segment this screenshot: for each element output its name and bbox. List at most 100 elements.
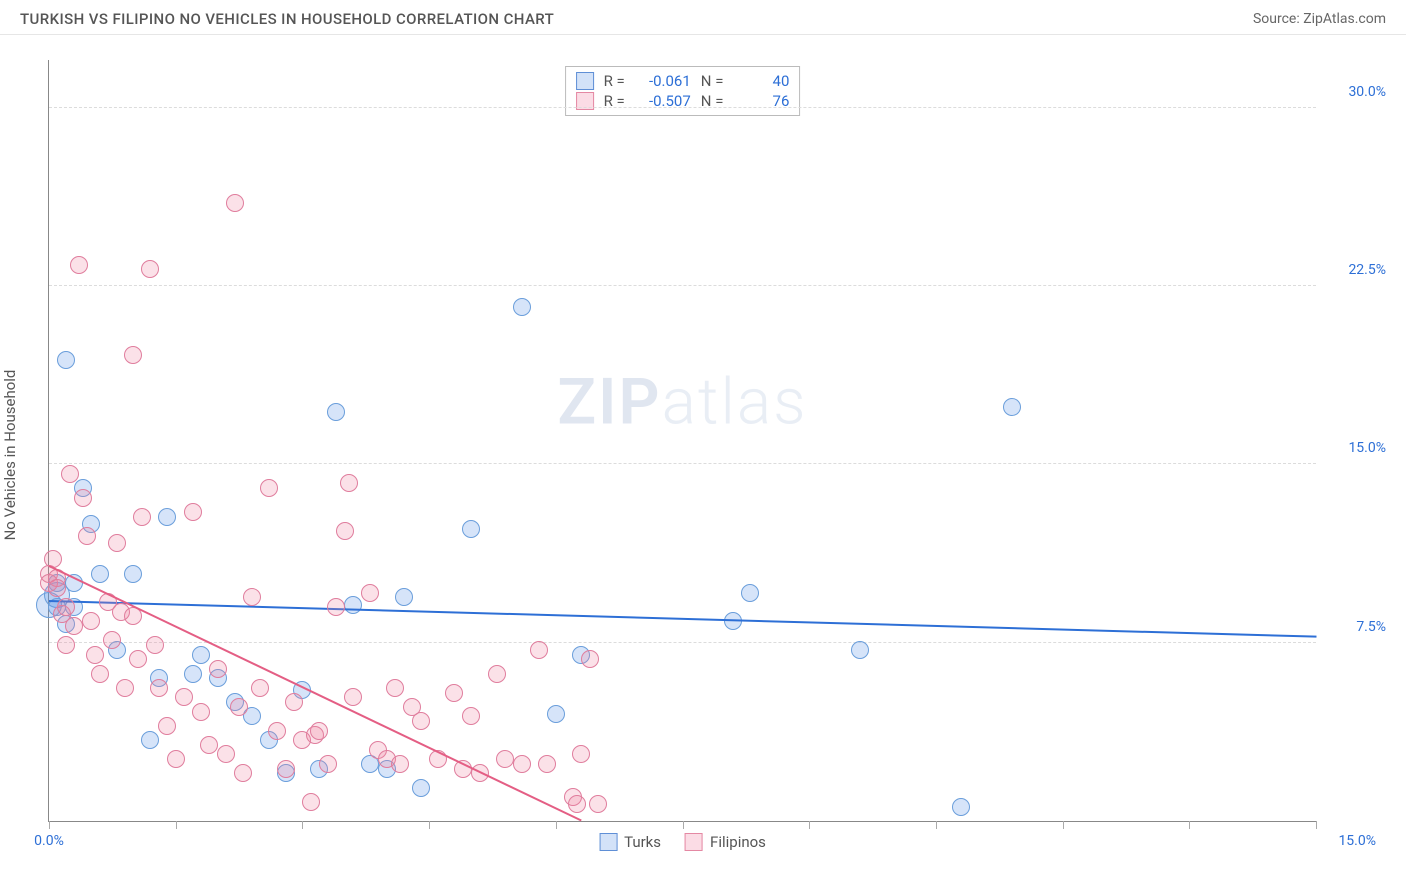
scatter-point	[462, 707, 480, 725]
scatter-point	[243, 588, 261, 606]
x-tick-label: 0.0%	[34, 833, 64, 849]
scatter-point	[116, 679, 134, 697]
scatter-point	[200, 736, 218, 754]
x-tick	[556, 821, 557, 829]
scatter-point	[547, 705, 565, 723]
y-axis-label: No Vehicles in Household	[1, 370, 19, 541]
scatter-point	[1003, 398, 1021, 416]
scatter-point	[952, 798, 970, 816]
x-tick	[809, 821, 810, 829]
x-tick	[936, 821, 937, 829]
scatter-point	[319, 755, 337, 773]
scatter-point	[86, 646, 104, 664]
chart-title: TURKISH VS FILIPINO NO VEHICLES IN HOUSE…	[20, 10, 554, 28]
plot-area: ZIPatlas R = -0.061 N = 40 R = -0.507 N …	[48, 60, 1316, 822]
swatch-turks	[599, 833, 617, 851]
x-tick-label-right: 15.0%	[1338, 833, 1376, 849]
gridline	[49, 285, 1316, 286]
scatter-point	[445, 684, 463, 702]
n-label: N =	[701, 72, 724, 90]
regression-line	[49, 600, 1316, 638]
scatter-point	[391, 755, 409, 773]
scatter-point	[530, 641, 548, 659]
scatter-point	[538, 755, 556, 773]
scatter-point	[513, 298, 531, 316]
scatter-point	[124, 346, 142, 364]
scatter-point	[581, 650, 599, 668]
scatter-point	[277, 760, 295, 778]
scatter-point	[336, 522, 354, 540]
scatter-point	[158, 717, 176, 735]
scatter-point	[226, 194, 244, 212]
scatter-point	[108, 534, 126, 552]
scatter-point	[285, 693, 303, 711]
scatter-point	[158, 508, 176, 526]
x-tick	[1063, 821, 1064, 829]
legend-item-turks: Turks	[599, 833, 661, 851]
scatter-point	[302, 793, 320, 811]
r-label: R =	[604, 72, 625, 90]
chart-container: TURKISH VS FILIPINO NO VEHICLES IN HOUSE…	[0, 0, 1406, 892]
scatter-point	[741, 584, 759, 602]
gridline	[49, 642, 1316, 643]
scatter-point	[48, 579, 66, 597]
legend-label-turks: Turks	[624, 833, 661, 851]
scatter-point	[192, 703, 210, 721]
scatter-point	[78, 527, 96, 545]
scatter-point	[340, 474, 358, 492]
scatter-point	[851, 641, 869, 659]
scatter-point	[65, 617, 83, 635]
scatter-point	[141, 731, 159, 749]
scatter-point	[572, 745, 590, 763]
scatter-point	[57, 636, 75, 654]
x-tick	[302, 821, 303, 829]
x-tick	[49, 821, 50, 829]
stats-row-turks: R = -0.061 N = 40	[576, 71, 790, 91]
y-tick-label: 7.5%	[1356, 619, 1386, 635]
scatter-point	[260, 479, 278, 497]
scatter-point	[217, 745, 235, 763]
scatter-point	[310, 722, 328, 740]
scatter-point	[167, 750, 185, 768]
scatter-point	[57, 598, 75, 616]
scatter-point	[192, 646, 210, 664]
scatter-point	[61, 465, 79, 483]
watermark-brand-1: ZIP	[557, 365, 661, 440]
y-tick-label: 22.5%	[1348, 262, 1386, 278]
swatch-turks	[576, 72, 594, 90]
scatter-point	[386, 679, 404, 697]
scatter-point	[488, 665, 506, 683]
n-value-turks: 40	[733, 72, 789, 90]
scatter-point	[412, 779, 430, 797]
swatch-filipinos	[685, 833, 703, 851]
scatter-point	[268, 722, 286, 740]
scatter-point	[251, 679, 269, 697]
watermark-brand-2: atlas	[662, 365, 808, 440]
y-tick-label: 15.0%	[1348, 440, 1386, 456]
scatter-point	[496, 750, 514, 768]
source-name: ZipAtlas.com	[1303, 11, 1386, 27]
scatter-point	[103, 631, 121, 649]
scatter-point	[184, 665, 202, 683]
scatter-point	[412, 712, 430, 730]
scatter-point	[74, 489, 92, 507]
scatter-point	[146, 636, 164, 654]
header-bar: TURKISH VS FILIPINO NO VEHICLES IN HOUSE…	[0, 0, 1406, 35]
x-tick	[1189, 821, 1190, 829]
scatter-point	[133, 508, 151, 526]
scatter-point	[344, 596, 362, 614]
scatter-point	[361, 584, 379, 602]
y-tick-label: 30.0%	[1348, 84, 1386, 100]
legend-item-filipinos: Filipinos	[685, 833, 766, 851]
scatter-point	[57, 351, 75, 369]
x-tick	[176, 821, 177, 829]
scatter-point	[184, 503, 202, 521]
scatter-point	[91, 565, 109, 583]
scatter-point	[395, 588, 413, 606]
gridline	[49, 107, 1316, 108]
x-tick	[1316, 821, 1317, 829]
scatter-point	[150, 679, 168, 697]
scatter-point	[327, 403, 345, 421]
scatter-point	[209, 660, 227, 678]
scatter-point	[141, 260, 159, 278]
